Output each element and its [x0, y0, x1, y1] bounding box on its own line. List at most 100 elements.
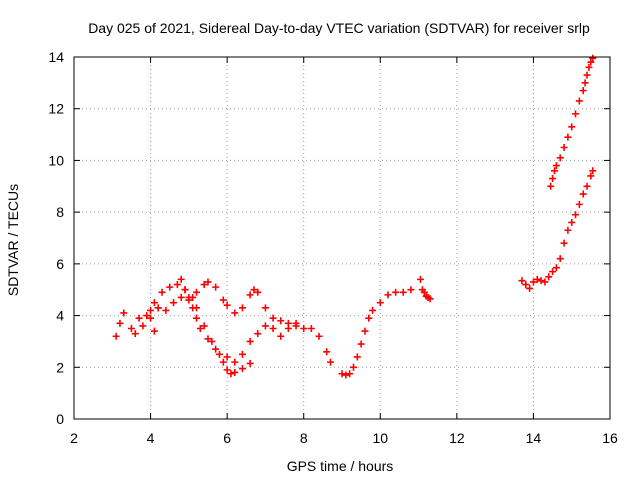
data-point	[193, 314, 201, 322]
data-point	[564, 133, 572, 141]
data-point	[231, 368, 239, 376]
y-tick-label: 10	[48, 152, 64, 168]
data-point	[150, 327, 158, 335]
data-point	[277, 317, 285, 325]
data-point	[246, 337, 254, 345]
data-point	[581, 79, 589, 87]
data-point	[361, 327, 369, 335]
data-point	[292, 319, 300, 327]
y-tick-label: 0	[56, 411, 64, 427]
data-point	[219, 296, 227, 304]
data-point	[246, 291, 254, 299]
data-point	[261, 322, 269, 330]
data-point	[204, 278, 212, 286]
y-tick-label: 8	[56, 204, 64, 220]
data-point	[231, 358, 239, 366]
data-point	[185, 293, 193, 301]
data-point	[112, 332, 120, 340]
data-point	[541, 278, 549, 286]
data-point	[568, 123, 576, 131]
data-point	[166, 283, 174, 291]
data-point	[587, 172, 595, 180]
x-tick-label: 6	[223, 430, 231, 446]
data-point	[568, 218, 576, 226]
data-series	[112, 54, 597, 379]
x-tick-label: 2	[70, 430, 78, 446]
data-point	[426, 295, 434, 303]
data-point	[254, 288, 262, 296]
data-point	[189, 304, 197, 312]
data-point	[315, 332, 323, 340]
data-point	[556, 255, 564, 263]
satellite-track-b	[131, 281, 300, 366]
satellite-track-a	[112, 278, 335, 366]
data-point	[560, 239, 568, 247]
data-point	[200, 281, 208, 289]
data-point	[583, 71, 591, 79]
data-point	[284, 325, 292, 332]
data-point	[196, 325, 204, 332]
data-point	[150, 299, 158, 307]
x-tick-label: 12	[449, 430, 465, 446]
satellite-track-e	[416, 275, 434, 303]
data-point	[545, 273, 553, 281]
data-point	[526, 284, 534, 292]
data-point	[307, 325, 315, 332]
satellite-track-f	[518, 167, 597, 292]
data-point	[547, 182, 555, 190]
satellite-track-g	[547, 54, 597, 190]
data-point	[173, 281, 181, 289]
y-tick-label: 12	[48, 101, 64, 117]
data-point	[338, 370, 346, 378]
data-point	[407, 286, 415, 294]
data-point	[585, 63, 593, 71]
data-point	[549, 268, 557, 276]
data-point	[342, 371, 350, 379]
data-point	[212, 345, 220, 353]
data-point	[323, 348, 331, 356]
data-point	[572, 110, 580, 118]
data-point	[120, 309, 128, 317]
data-point	[131, 330, 139, 338]
x-axis-label: GPS time / hours	[287, 458, 394, 474]
data-point	[238, 365, 246, 373]
x-tick-label: 10	[372, 430, 388, 446]
data-point	[589, 54, 597, 62]
y-tick-label: 2	[56, 359, 64, 375]
data-point	[552, 264, 560, 272]
data-point	[181, 286, 189, 294]
data-point	[550, 167, 558, 175]
data-point	[127, 325, 135, 332]
data-point	[170, 299, 178, 307]
data-point	[583, 182, 591, 190]
data-point	[269, 325, 277, 332]
x-tick-label: 4	[147, 430, 155, 446]
data-point	[572, 211, 580, 219]
grid-lines	[74, 57, 610, 419]
data-point	[246, 359, 254, 367]
data-point	[327, 358, 335, 366]
data-point	[353, 353, 361, 361]
y-tick-label: 14	[48, 49, 64, 65]
data-point	[349, 363, 357, 371]
data-point	[223, 301, 231, 309]
data-point	[261, 304, 269, 312]
data-point	[219, 358, 227, 366]
data-point	[399, 288, 407, 296]
data-point	[300, 325, 308, 332]
data-point	[269, 314, 277, 322]
plot-frame	[73, 56, 611, 420]
x-tick-label: 14	[526, 430, 542, 446]
data-point	[384, 291, 392, 299]
data-point	[143, 312, 151, 320]
data-point	[238, 350, 246, 358]
data-point	[277, 332, 285, 340]
chart-title: Day 025 of 2021, Sidereal Day-to-day VTE…	[88, 20, 590, 36]
data-point	[139, 322, 147, 330]
data-point	[193, 288, 201, 296]
y-tick-label: 4	[56, 308, 64, 324]
axis-ticks	[73, 56, 611, 420]
data-point	[162, 306, 170, 314]
